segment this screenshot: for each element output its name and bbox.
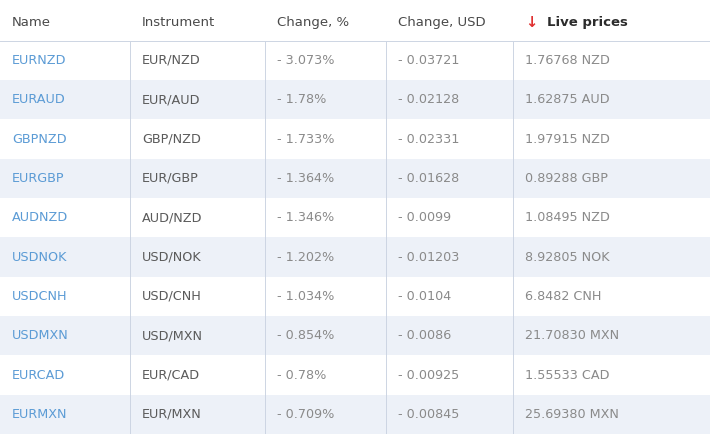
- FancyBboxPatch shape: [0, 395, 710, 434]
- Text: - 0.709%: - 0.709%: [277, 408, 334, 421]
- Text: - 0.01203: - 0.01203: [398, 250, 459, 263]
- Text: EURMXN: EURMXN: [12, 408, 67, 421]
- Text: - 0.78%: - 0.78%: [277, 368, 327, 381]
- Text: AUDNZD: AUDNZD: [12, 211, 68, 224]
- Text: EURNZD: EURNZD: [12, 54, 67, 67]
- Text: - 0.01628: - 0.01628: [398, 172, 459, 185]
- Text: GBPNZD: GBPNZD: [12, 133, 67, 145]
- Text: EUR/MXN: EUR/MXN: [142, 408, 202, 421]
- FancyBboxPatch shape: [0, 119, 710, 159]
- FancyBboxPatch shape: [0, 41, 710, 80]
- Text: 8.92805 NOK: 8.92805 NOK: [525, 250, 610, 263]
- Text: - 0.0086: - 0.0086: [398, 329, 451, 342]
- Text: USD/CNH: USD/CNH: [142, 290, 202, 303]
- Text: USDCNH: USDCNH: [12, 290, 67, 303]
- Text: - 0.00845: - 0.00845: [398, 408, 459, 421]
- Text: EURAUD: EURAUD: [12, 93, 66, 106]
- FancyBboxPatch shape: [0, 237, 710, 277]
- Text: Live prices: Live prices: [547, 16, 628, 29]
- Text: Name: Name: [12, 16, 51, 29]
- Text: USD/NOK: USD/NOK: [142, 250, 202, 263]
- Text: - 1.346%: - 1.346%: [277, 211, 334, 224]
- Text: 1.55533 CAD: 1.55533 CAD: [525, 368, 610, 381]
- Text: - 1.364%: - 1.364%: [277, 172, 334, 185]
- Text: 25.69380 MXN: 25.69380 MXN: [525, 408, 619, 421]
- Text: EURGBP: EURGBP: [12, 172, 65, 185]
- Text: - 1.034%: - 1.034%: [277, 290, 334, 303]
- FancyBboxPatch shape: [0, 277, 710, 316]
- Text: - 1.733%: - 1.733%: [277, 133, 334, 145]
- Text: Instrument: Instrument: [142, 16, 215, 29]
- Text: - 0.854%: - 0.854%: [277, 329, 334, 342]
- Text: Change, %: Change, %: [277, 16, 349, 29]
- Text: - 0.0104: - 0.0104: [398, 290, 451, 303]
- Text: - 0.02331: - 0.02331: [398, 133, 459, 145]
- Text: 21.70830 MXN: 21.70830 MXN: [525, 329, 620, 342]
- Text: EUR/AUD: EUR/AUD: [142, 93, 200, 106]
- Text: USDMXN: USDMXN: [12, 329, 69, 342]
- Text: 1.97915 NZD: 1.97915 NZD: [525, 133, 611, 145]
- Text: 0.89288 GBP: 0.89288 GBP: [525, 172, 608, 185]
- Text: EUR/GBP: EUR/GBP: [142, 172, 199, 185]
- Text: - 0.03721: - 0.03721: [398, 54, 459, 67]
- Text: - 1.202%: - 1.202%: [277, 250, 334, 263]
- Text: - 1.78%: - 1.78%: [277, 93, 327, 106]
- Text: - 0.0099: - 0.0099: [398, 211, 451, 224]
- FancyBboxPatch shape: [0, 198, 710, 237]
- Text: ↓: ↓: [525, 15, 537, 30]
- Text: AUD/NZD: AUD/NZD: [142, 211, 202, 224]
- FancyBboxPatch shape: [0, 80, 710, 119]
- Text: GBP/NZD: GBP/NZD: [142, 133, 201, 145]
- FancyBboxPatch shape: [0, 0, 710, 41]
- Text: - 3.073%: - 3.073%: [277, 54, 334, 67]
- Text: 1.76768 NZD: 1.76768 NZD: [525, 54, 611, 67]
- Text: 1.08495 NZD: 1.08495 NZD: [525, 211, 611, 224]
- Text: 1.62875 AUD: 1.62875 AUD: [525, 93, 610, 106]
- Text: - 0.02128: - 0.02128: [398, 93, 459, 106]
- FancyBboxPatch shape: [0, 316, 710, 355]
- Text: - 0.00925: - 0.00925: [398, 368, 459, 381]
- Text: EURCAD: EURCAD: [12, 368, 65, 381]
- Text: USD/MXN: USD/MXN: [142, 329, 203, 342]
- Text: EUR/NZD: EUR/NZD: [142, 54, 201, 67]
- Text: USDNOK: USDNOK: [12, 250, 67, 263]
- Text: EUR/CAD: EUR/CAD: [142, 368, 200, 381]
- Text: 6.8482 CNH: 6.8482 CNH: [525, 290, 602, 303]
- FancyBboxPatch shape: [0, 355, 710, 395]
- FancyBboxPatch shape: [0, 159, 710, 198]
- Text: Change, USD: Change, USD: [398, 16, 485, 29]
